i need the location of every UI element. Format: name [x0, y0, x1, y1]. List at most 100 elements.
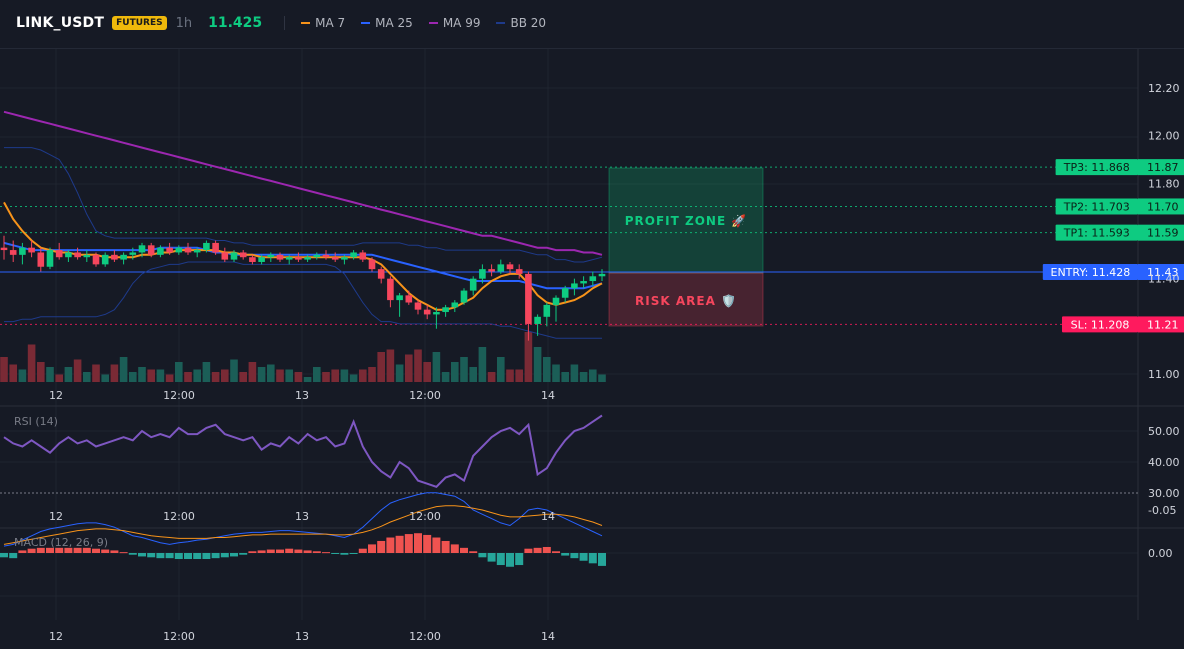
- candle-body: [37, 252, 45, 267]
- tp-axis-tag: [1138, 198, 1184, 215]
- volume-bar: [230, 359, 238, 382]
- volume-bar: [469, 367, 477, 382]
- time-tick-label: 13: [295, 510, 309, 523]
- macd-hist-bar: [496, 553, 505, 566]
- legend-bb20[interactable]: BB 20: [496, 16, 546, 30]
- macd-hist-bar: [303, 550, 312, 553]
- macd-hist-bar: [46, 547, 54, 553]
- tp-axis-tag: [1138, 159, 1184, 176]
- candle-body: [414, 302, 422, 310]
- macd-hist-bar: [395, 535, 404, 553]
- candle-body: [276, 254, 284, 260]
- candle-body: [28, 247, 35, 253]
- candle-body: [377, 269, 385, 279]
- macd-hist-bar: [202, 553, 211, 560]
- candle-body: [387, 278, 394, 301]
- volume-bar: [579, 372, 588, 382]
- time-tick-label: 13: [295, 630, 309, 643]
- volume-bar: [129, 372, 137, 382]
- macd-hist-bar: [312, 551, 321, 553]
- ma99-line: [3, 110, 603, 256]
- legend-ma25-label: MA 25: [375, 16, 413, 30]
- macd-hist-bar: [588, 553, 597, 564]
- candle-body: [405, 295, 413, 303]
- sl-level-tag: [1062, 316, 1138, 333]
- macd-hist-bar: [36, 547, 45, 553]
- macd-hist-bar: [322, 552, 330, 554]
- candle-body: [203, 242, 210, 251]
- macd-hist-bar: [64, 547, 73, 553]
- macd-hist-bar: [331, 553, 340, 554]
- macd-hist-bar: [257, 550, 266, 553]
- trade-zones: PROFIT ZONE 🚀 RISK AREA 🛡️: [608, 167, 764, 327]
- macd-hist-bar: [542, 546, 551, 553]
- volume-bar: [478, 347, 487, 382]
- volume-bar: [349, 374, 358, 382]
- macd-histogram: [0, 533, 606, 567]
- rsi-axis: 50.00 40.00 30.00: [1148, 425, 1180, 500]
- macd-axis: 0.00 -0.05: [1148, 504, 1176, 560]
- macd-hist-bar: [0, 553, 8, 558]
- macd-hist-bar: [193, 553, 202, 560]
- macd-hist-bar: [138, 553, 146, 557]
- candle-body: [111, 254, 118, 260]
- volume-bar: [248, 362, 257, 382]
- rsi-line: [3, 414, 603, 488]
- candle-body: [460, 290, 468, 303]
- macd-hist-bar: [349, 553, 358, 554]
- macd-hist-bar: [404, 534, 413, 553]
- legend-ma99[interactable]: MA 99: [428, 16, 480, 30]
- volume-bar: [46, 367, 54, 382]
- candle-body: [258, 257, 265, 262]
- symbol-title[interactable]: LINK_USDT: [16, 15, 105, 31]
- tp-level-tag: [1055, 159, 1138, 176]
- candle-body: [543, 304, 551, 317]
- legend-ma25[interactable]: MA 25: [361, 16, 413, 30]
- legend-ma7[interactable]: MA 7: [301, 16, 345, 30]
- entry-level-tag: [1042, 263, 1138, 280]
- candle-body: [488, 269, 495, 272]
- volume-bar: [487, 372, 496, 382]
- volume-bar: [156, 369, 165, 382]
- volume-bar: [110, 364, 119, 382]
- chart-header: LINK_USDT FUTURES 1h 11.425 MA 7 MA 25 M…: [0, 0, 1184, 49]
- timeframe-label[interactable]: 1h: [175, 15, 193, 31]
- header-divider: [284, 16, 286, 30]
- macd-hist-bar: [598, 553, 606, 566]
- time-tick-label: 14: [541, 510, 555, 523]
- time-tick-label: 12:00: [163, 389, 195, 402]
- macd-line: [3, 492, 603, 547]
- time-tick-label: 12:00: [409, 389, 441, 402]
- entry-level-label: ENTRY: 11.428: [1051, 266, 1131, 279]
- price-axis[interactable]: 12.20 12.00 11.80 11.40 11.00: [1148, 82, 1180, 381]
- macd-hist-bar: [220, 553, 229, 558]
- volume-bar: [340, 369, 349, 382]
- candle-body: [157, 247, 164, 255]
- volume-bar: [92, 364, 100, 382]
- rsi-tick-label: 40.00: [1148, 456, 1180, 469]
- candle-body: [322, 254, 330, 258]
- time-tick-label: 12:00: [163, 510, 195, 523]
- candle-body: [552, 297, 560, 305]
- tp-axis-value: 11.87: [1147, 161, 1179, 174]
- time-tick-label: 14: [541, 389, 555, 402]
- sl-axis-tag: [1138, 316, 1184, 333]
- volume-bar: [441, 372, 450, 382]
- macd-hist-bar: [165, 553, 174, 559]
- legend-ma25-swatch: [361, 22, 371, 24]
- volume-bar: [561, 372, 569, 382]
- macd-hist-bar: [377, 540, 386, 553]
- macd-hist-bar: [524, 548, 533, 553]
- candle-body: [423, 309, 431, 315]
- candle-body: [295, 257, 302, 260]
- candle-body: [9, 250, 17, 255]
- volume-bar: [239, 372, 247, 382]
- macd-hist-bar: [340, 553, 349, 555]
- macd-hist-bar: [184, 553, 192, 560]
- bollinger-bands: [4, 147, 603, 339]
- volume-bar: [570, 364, 579, 382]
- volume-bar: [598, 374, 606, 382]
- candle-body: [212, 242, 219, 253]
- macd-hist-bar: [423, 534, 432, 553]
